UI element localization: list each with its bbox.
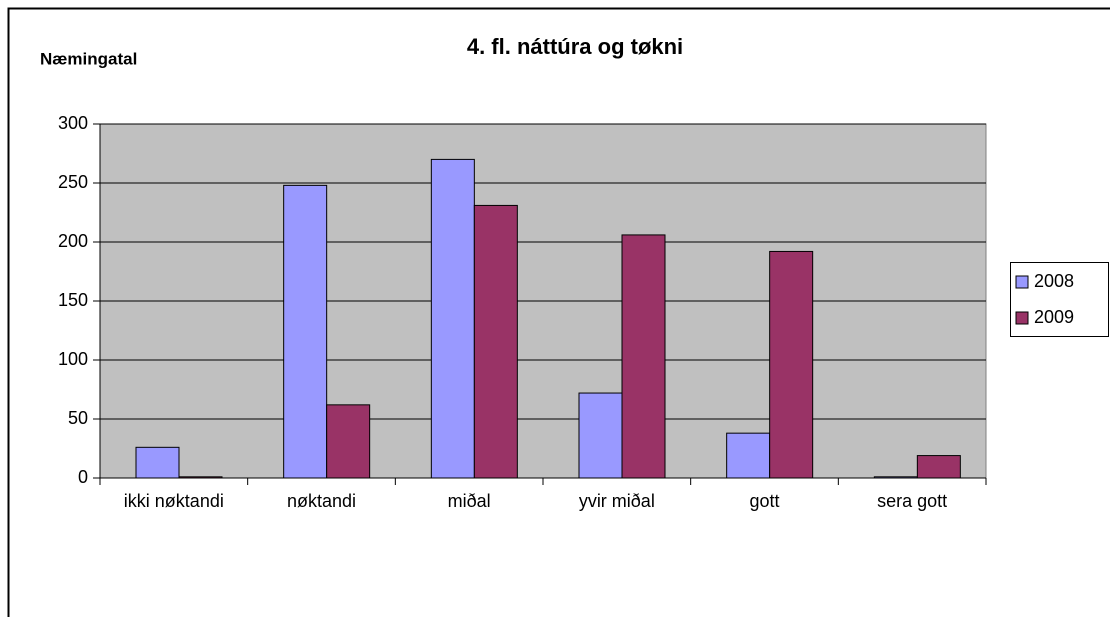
y-tick-label: 300 xyxy=(58,113,88,133)
bar xyxy=(578,392,623,479)
x-tick-label: miðal xyxy=(448,491,491,511)
y-tick-label: 100 xyxy=(58,349,88,369)
y-tick-label: 50 xyxy=(68,408,88,428)
chart-title: 4. fl. náttúra og tøkni xyxy=(467,34,683,59)
bar xyxy=(621,234,666,479)
y-tick-label: 250 xyxy=(58,172,88,192)
x-tick-label: sera gott xyxy=(877,491,947,511)
legend-label: 2009 xyxy=(1034,307,1074,327)
x-tick-label: ikki nøktandi xyxy=(124,491,224,511)
x-tick-label: gott xyxy=(749,491,779,511)
legend-label: 2008 xyxy=(1034,271,1074,291)
legend-swatch xyxy=(1015,311,1029,325)
x-tick-label: yvir miðal xyxy=(579,491,655,511)
y-tick-label: 0 xyxy=(78,467,88,487)
bar xyxy=(430,158,475,479)
bar xyxy=(326,404,371,479)
y-tick-label: 200 xyxy=(58,231,88,251)
bar xyxy=(135,446,180,479)
bar xyxy=(473,204,518,479)
bar xyxy=(726,432,771,479)
legend-swatch xyxy=(1015,275,1029,289)
bar xyxy=(769,250,814,479)
bar xyxy=(283,184,328,479)
x-tick-label: nøktandi xyxy=(287,491,356,511)
bar xyxy=(916,455,961,479)
y-axis-label: Næmingatal xyxy=(40,49,137,68)
y-tick-label: 150 xyxy=(58,290,88,310)
